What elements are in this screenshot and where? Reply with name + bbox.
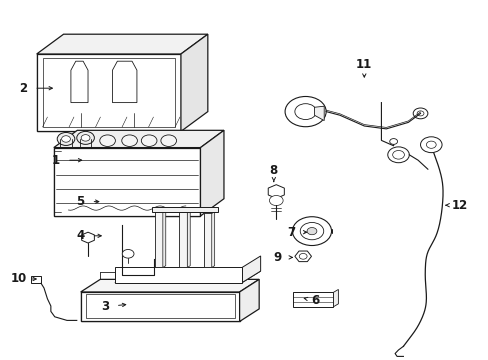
Polygon shape bbox=[112, 61, 137, 103]
Polygon shape bbox=[115, 267, 242, 283]
Circle shape bbox=[294, 104, 316, 120]
Circle shape bbox=[292, 217, 331, 246]
Polygon shape bbox=[293, 292, 333, 307]
Text: 8: 8 bbox=[269, 165, 277, 177]
Polygon shape bbox=[187, 210, 190, 267]
Text: 3: 3 bbox=[101, 300, 109, 313]
Polygon shape bbox=[151, 207, 217, 212]
Text: 11: 11 bbox=[355, 58, 372, 71]
Text: 4: 4 bbox=[77, 229, 84, 242]
Polygon shape bbox=[81, 292, 239, 321]
Polygon shape bbox=[155, 210, 163, 267]
Text: 10: 10 bbox=[10, 273, 27, 285]
Circle shape bbox=[306, 228, 316, 235]
Circle shape bbox=[161, 135, 176, 147]
Circle shape bbox=[100, 135, 115, 147]
Circle shape bbox=[285, 96, 325, 127]
Circle shape bbox=[141, 135, 157, 147]
Polygon shape bbox=[54, 148, 200, 216]
Circle shape bbox=[392, 150, 404, 159]
Text: 7: 7 bbox=[286, 226, 294, 239]
Polygon shape bbox=[37, 54, 181, 131]
Bar bbox=[85, 294, 234, 318]
Text: 12: 12 bbox=[450, 199, 467, 212]
Polygon shape bbox=[81, 292, 239, 321]
Polygon shape bbox=[42, 58, 175, 127]
Circle shape bbox=[122, 135, 137, 147]
Circle shape bbox=[387, 147, 408, 163]
Polygon shape bbox=[294, 251, 311, 262]
Circle shape bbox=[412, 108, 427, 119]
Polygon shape bbox=[239, 279, 259, 321]
Polygon shape bbox=[115, 271, 260, 283]
Circle shape bbox=[389, 139, 397, 144]
Text: 1: 1 bbox=[52, 154, 60, 167]
Circle shape bbox=[81, 135, 90, 141]
Text: 9: 9 bbox=[273, 251, 281, 264]
Polygon shape bbox=[333, 289, 338, 307]
Polygon shape bbox=[81, 279, 259, 292]
Circle shape bbox=[77, 131, 94, 144]
Text: 5: 5 bbox=[77, 195, 84, 208]
Polygon shape bbox=[242, 256, 260, 283]
Circle shape bbox=[269, 195, 283, 206]
Circle shape bbox=[122, 249, 134, 258]
Circle shape bbox=[420, 137, 441, 153]
Polygon shape bbox=[200, 130, 224, 216]
Polygon shape bbox=[181, 34, 207, 131]
Polygon shape bbox=[54, 148, 200, 216]
Polygon shape bbox=[163, 208, 165, 267]
Polygon shape bbox=[71, 61, 88, 103]
Polygon shape bbox=[211, 212, 214, 267]
Text: 6: 6 bbox=[311, 294, 319, 307]
Bar bbox=[31, 276, 41, 283]
Polygon shape bbox=[179, 212, 187, 267]
Circle shape bbox=[61, 136, 70, 142]
Polygon shape bbox=[37, 54, 181, 131]
Text: 2: 2 bbox=[20, 82, 27, 95]
Polygon shape bbox=[203, 213, 211, 267]
Circle shape bbox=[416, 111, 423, 116]
Polygon shape bbox=[37, 34, 207, 54]
Circle shape bbox=[57, 132, 75, 145]
Polygon shape bbox=[314, 106, 324, 121]
Polygon shape bbox=[268, 185, 284, 198]
Circle shape bbox=[426, 141, 435, 148]
Circle shape bbox=[300, 222, 323, 240]
Circle shape bbox=[299, 253, 306, 259]
Polygon shape bbox=[54, 130, 224, 148]
Polygon shape bbox=[81, 232, 94, 243]
